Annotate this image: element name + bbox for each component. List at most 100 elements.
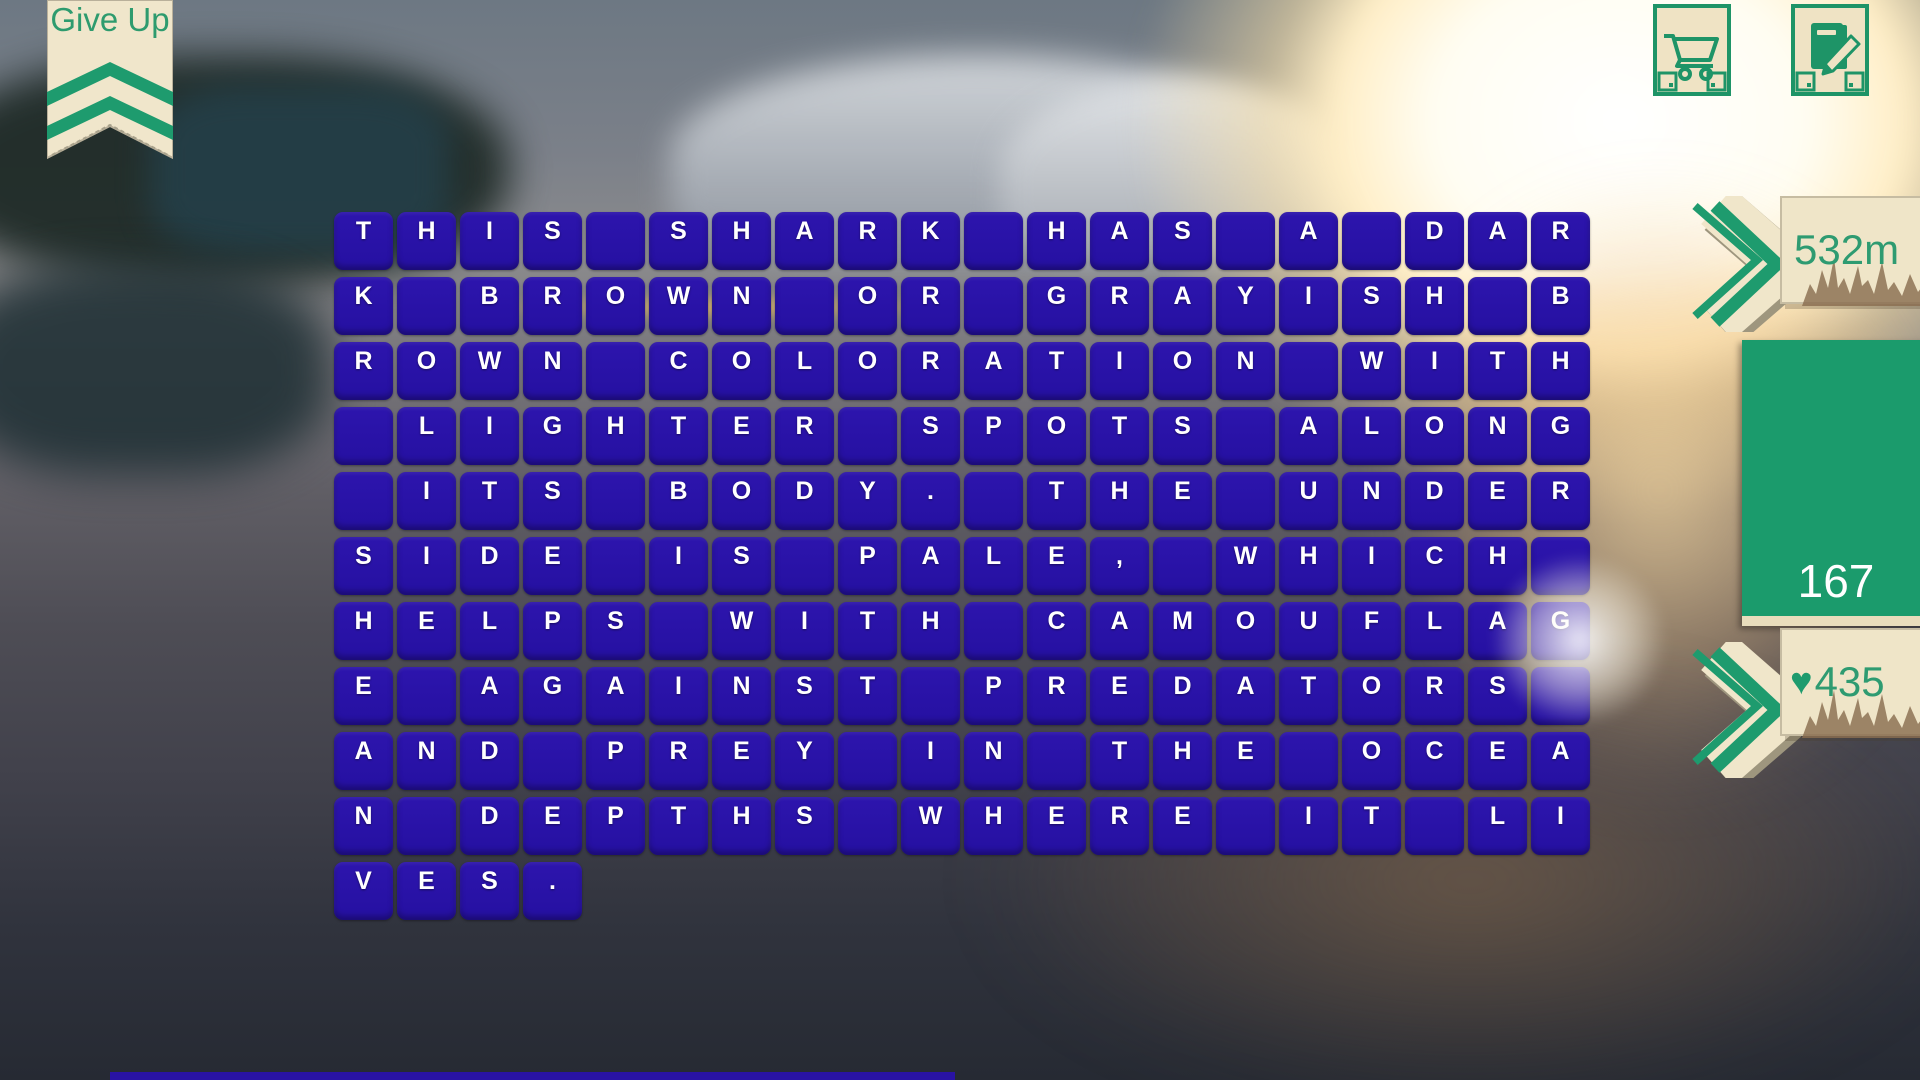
letter-tile[interactable]: S — [586, 602, 645, 660]
letter-tile[interactable]: L — [964, 537, 1023, 595]
letter-tile[interactable] — [964, 602, 1023, 660]
letter-tile[interactable]: G — [1531, 602, 1590, 660]
letter-tile[interactable]: I — [1279, 277, 1338, 335]
letter-tile[interactable]: O — [838, 277, 897, 335]
letter-tile[interactable]: R — [1405, 667, 1464, 725]
letter-tile[interactable]: Y — [838, 472, 897, 530]
letter-tile[interactable]: N — [1216, 342, 1275, 400]
letter-tile[interactable]: I — [1090, 342, 1149, 400]
letter-tile[interactable]: L — [397, 407, 456, 465]
letter-tile[interactable] — [586, 472, 645, 530]
letter-tile[interactable]: O — [1027, 407, 1086, 465]
letter-tile[interactable]: T — [1027, 342, 1086, 400]
letter-tile[interactable] — [586, 537, 645, 595]
letter-tile[interactable]: S — [1342, 277, 1401, 335]
letter-tile[interactable]: P — [964, 407, 1023, 465]
letter-tile[interactable] — [1405, 797, 1464, 855]
letter-tile[interactable]: E — [1468, 472, 1527, 530]
letter-tile[interactable]: W — [712, 602, 771, 660]
letter-tile[interactable] — [964, 277, 1023, 335]
letter-tile[interactable]: E — [397, 602, 456, 660]
letter-tile[interactable]: I — [1279, 797, 1338, 855]
letter-tile[interactable]: P — [586, 732, 645, 790]
letter-tile[interactable]: A — [1531, 732, 1590, 790]
letter-tile[interactable]: R — [523, 277, 582, 335]
letter-tile[interactable]: R — [775, 407, 834, 465]
letter-tile[interactable]: O — [1405, 407, 1464, 465]
letter-tile[interactable] — [397, 277, 456, 335]
letter-tile[interactable]: E — [1216, 732, 1275, 790]
letter-tile[interactable]: P — [838, 537, 897, 595]
letter-tile[interactable]: K — [901, 212, 960, 270]
letter-tile[interactable]: V — [334, 862, 393, 920]
letter-tile[interactable]: T — [1279, 667, 1338, 725]
letter-tile[interactable] — [1342, 212, 1401, 270]
letter-tile[interactable]: H — [1090, 472, 1149, 530]
letter-tile[interactable]: T — [1027, 472, 1086, 530]
letter-tile[interactable]: H — [964, 797, 1023, 855]
give-up-banner[interactable]: Give Up — [47, 0, 173, 168]
letter-tile[interactable] — [523, 732, 582, 790]
letter-tile[interactable] — [586, 212, 645, 270]
letter-tile[interactable]: D — [460, 732, 519, 790]
letter-tile[interactable]: T — [649, 407, 708, 465]
letter-tile[interactable]: . — [523, 862, 582, 920]
letter-tile[interactable]: S — [1153, 407, 1212, 465]
letter-tile[interactable]: R — [838, 212, 897, 270]
letter-tile[interactable] — [397, 667, 456, 725]
letter-tile[interactable]: U — [1279, 602, 1338, 660]
letter-tile[interactable] — [1216, 472, 1275, 530]
letter-tile[interactable]: R — [1531, 212, 1590, 270]
letter-tile[interactable]: R — [1027, 667, 1086, 725]
letter-tile[interactable]: D — [775, 472, 834, 530]
letter-tile[interactable]: A — [1279, 407, 1338, 465]
letter-tile[interactable]: H — [1405, 277, 1464, 335]
letter-tile[interactable]: O — [1342, 667, 1401, 725]
letter-tile[interactable]: I — [1531, 797, 1590, 855]
letter-tile[interactable]: W — [649, 277, 708, 335]
letter-tile[interactable] — [1279, 732, 1338, 790]
letter-tile[interactable]: R — [901, 277, 960, 335]
letter-tile[interactable] — [397, 797, 456, 855]
letter-tile[interactable]: E — [523, 797, 582, 855]
letter-tile[interactable] — [1027, 732, 1086, 790]
letter-tile[interactable]: A — [1090, 602, 1149, 660]
letter-tile[interactable]: I — [901, 732, 960, 790]
letter-tile[interactable] — [838, 797, 897, 855]
letter-tile[interactable]: W — [1342, 342, 1401, 400]
letter-tile[interactable]: S — [901, 407, 960, 465]
letter-tile[interactable]: T — [1090, 732, 1149, 790]
letter-tile[interactable] — [775, 277, 834, 335]
letter-tile[interactable]: E — [397, 862, 456, 920]
cart-button[interactable] — [1651, 3, 1733, 99]
letter-tile[interactable]: A — [1153, 277, 1212, 335]
letter-tile[interactable]: E — [1468, 732, 1527, 790]
letter-tile[interactable] — [901, 667, 960, 725]
letter-tile[interactable]: R — [901, 342, 960, 400]
letter-tile[interactable]: A — [334, 732, 393, 790]
letter-tile[interactable]: I — [460, 407, 519, 465]
letter-tile[interactable]: T — [1090, 407, 1149, 465]
letter-tile[interactable]: N — [712, 277, 771, 335]
letter-tile[interactable]: I — [1405, 342, 1464, 400]
letter-tile[interactable]: O — [712, 342, 771, 400]
letter-tile[interactable]: H — [901, 602, 960, 660]
letter-tile[interactable]: A — [586, 667, 645, 725]
letter-tile[interactable]: T — [838, 602, 897, 660]
letter-tile[interactable]: I — [649, 667, 708, 725]
letter-tile[interactable]: R — [1531, 472, 1590, 530]
letter-tile[interactable] — [649, 602, 708, 660]
letter-tile[interactable]: H — [1468, 537, 1527, 595]
letter-tile[interactable]: A — [460, 667, 519, 725]
letter-tile[interactable]: L — [775, 342, 834, 400]
letter-tile[interactable]: I — [775, 602, 834, 660]
letter-tile[interactable]: S — [523, 212, 582, 270]
letter-tile[interactable]: K — [334, 277, 393, 335]
letter-tile[interactable]: Y — [775, 732, 834, 790]
letter-tile[interactable] — [964, 472, 1023, 530]
letter-tile[interactable]: H — [1279, 537, 1338, 595]
letter-tile[interactable]: S — [523, 472, 582, 530]
letter-tile[interactable] — [334, 472, 393, 530]
letter-tile[interactable]: O — [1153, 342, 1212, 400]
letter-tile[interactable]: B — [649, 472, 708, 530]
